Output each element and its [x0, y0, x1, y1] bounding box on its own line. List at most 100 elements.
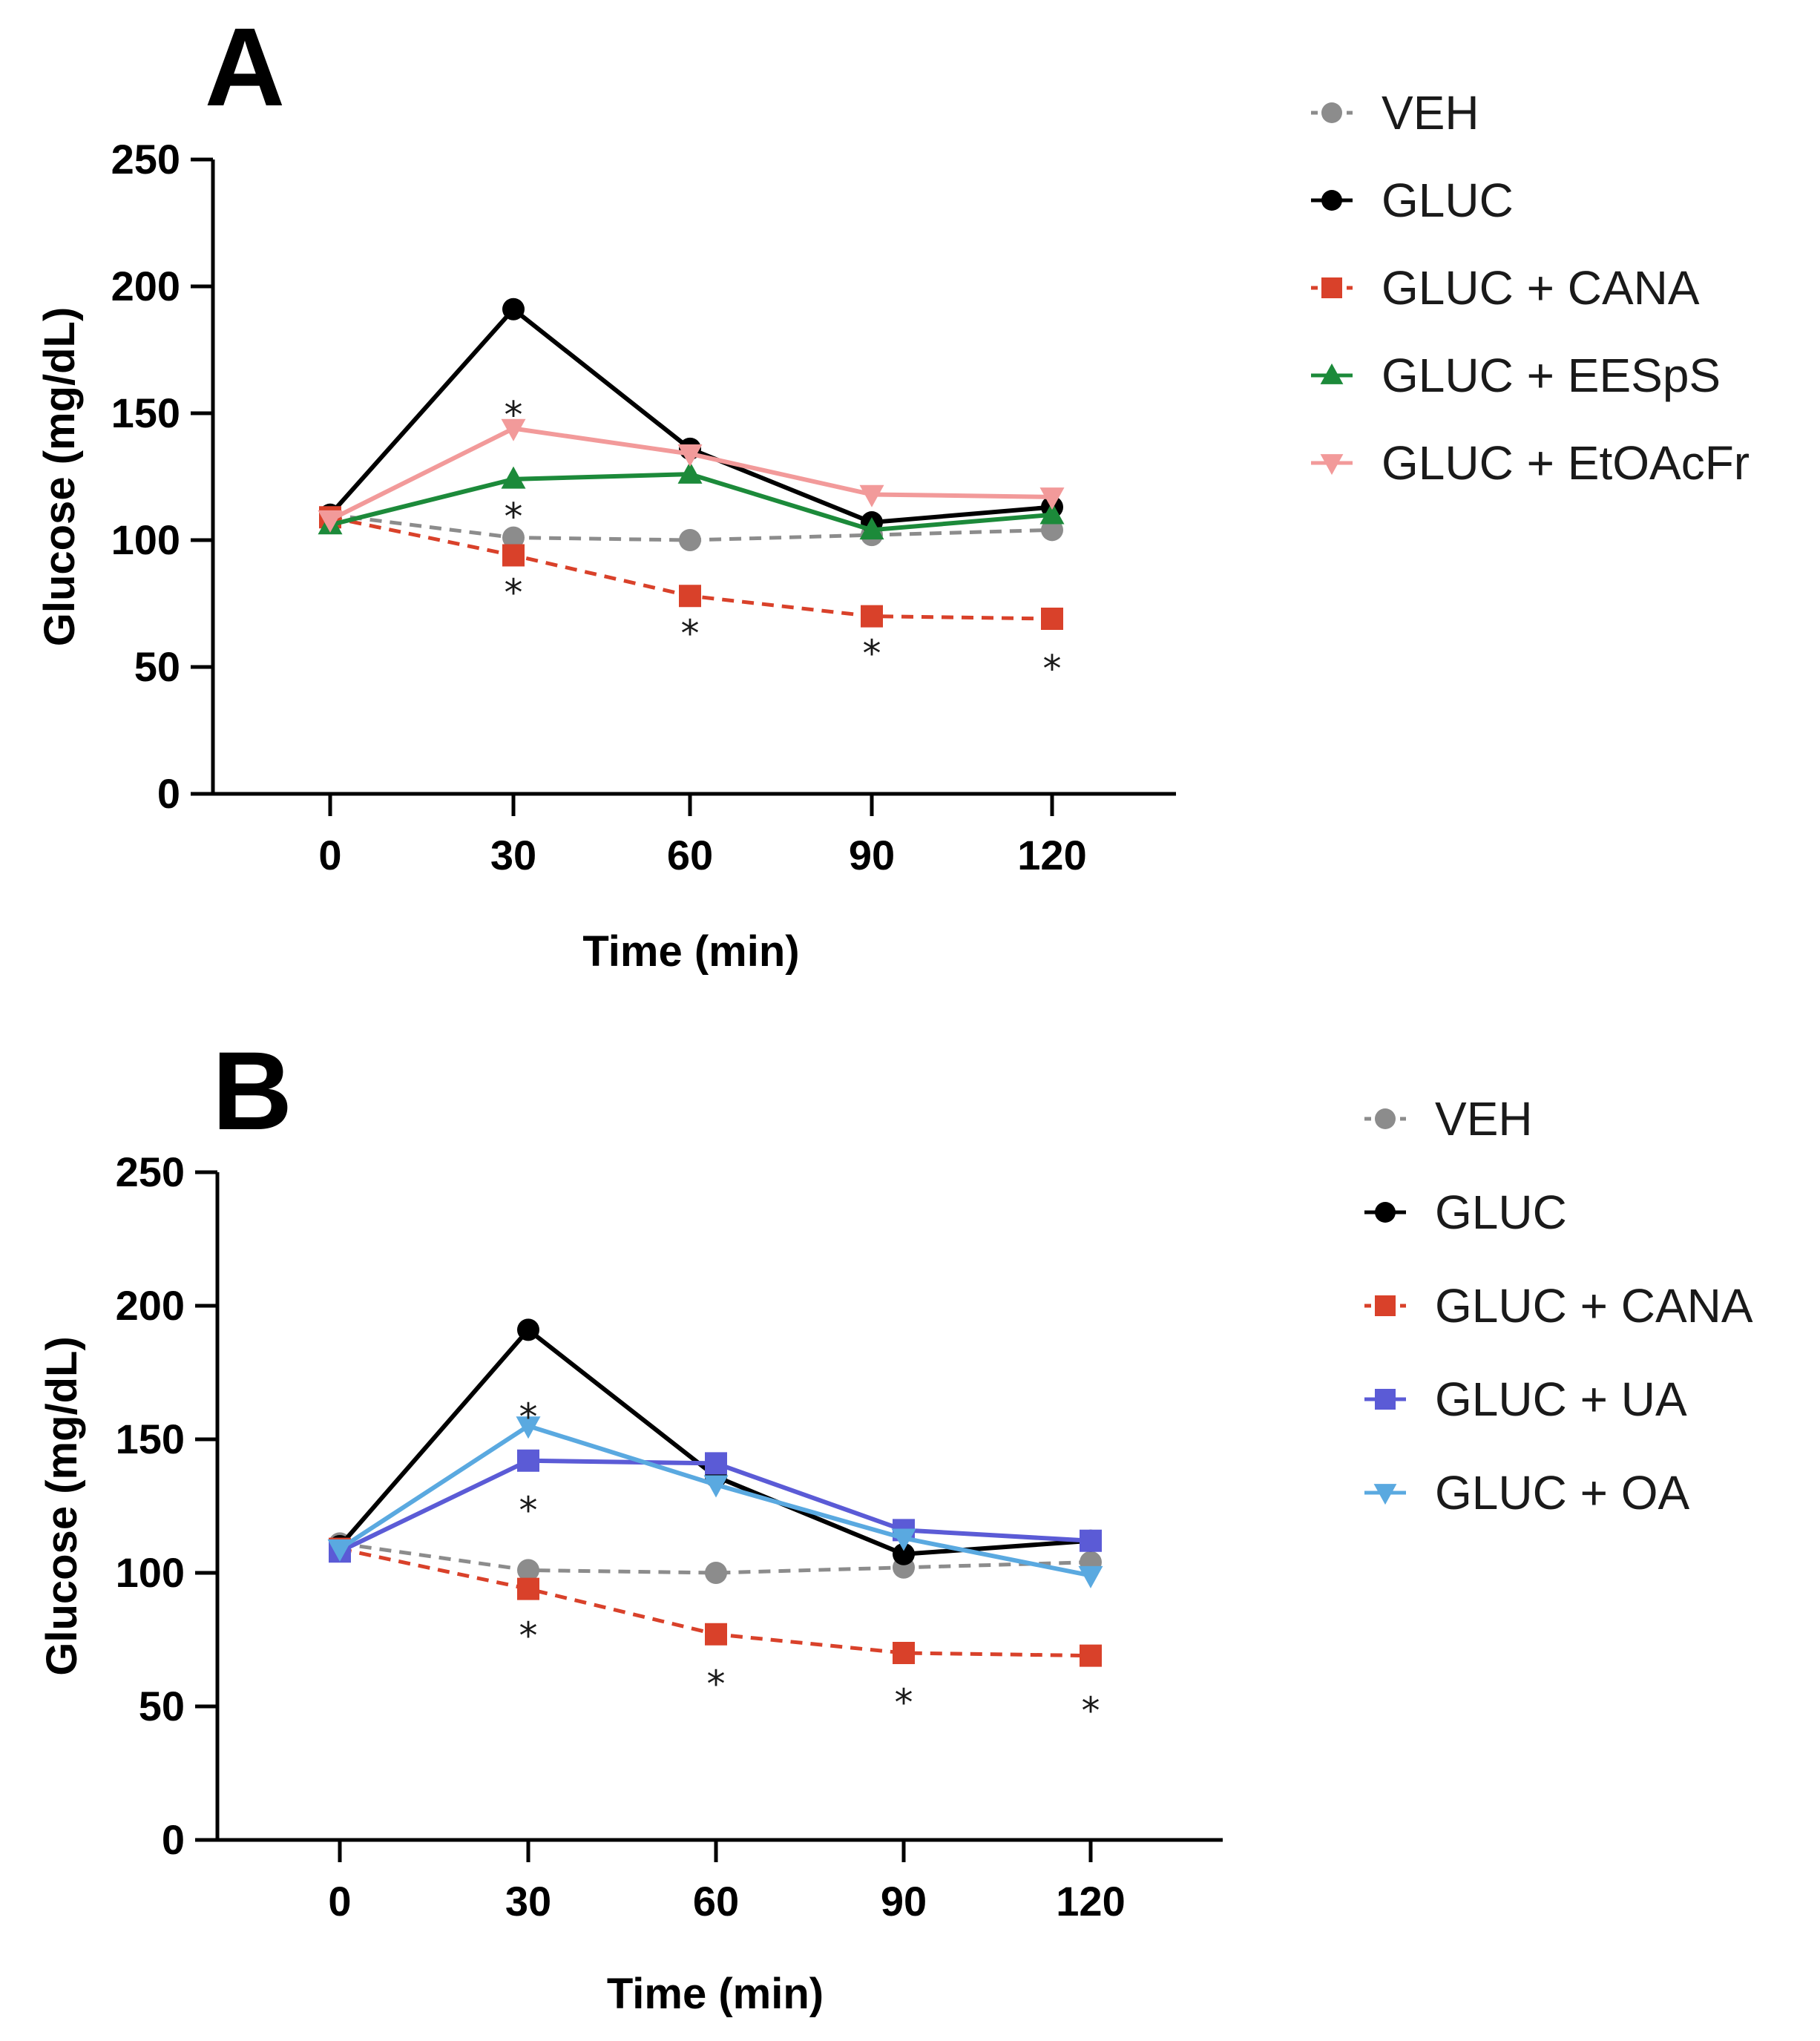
significance-asterisk: *	[505, 394, 523, 437]
x-axis-title: Time (min)	[582, 927, 799, 976]
data-point	[502, 526, 525, 549]
legend-label: GLUC + EESpS	[1382, 349, 1721, 402]
significance-asterisk: *	[707, 1663, 726, 1706]
data-point	[516, 1416, 541, 1439]
data-point	[859, 517, 884, 540]
legend-label: VEH	[1435, 1092, 1533, 1146]
data-point	[502, 298, 525, 321]
x-tick-label: 90	[881, 1878, 927, 1925]
legend-item: GLUC + CANA	[1311, 261, 1700, 315]
data-point	[893, 1542, 915, 1565]
x-tick-label: 30	[490, 832, 536, 878]
legend-item: VEH	[1364, 1092, 1533, 1146]
data-point	[1078, 1565, 1103, 1588]
data-point	[677, 461, 703, 484]
series-gluc-oa	[327, 1416, 1103, 1588]
panel-letter: A	[205, 4, 285, 129]
panel-letter: B	[212, 1028, 292, 1153]
series-gluc-etoacfr	[318, 418, 1065, 533]
x-tick-label: 0	[318, 832, 341, 878]
data-point	[1041, 519, 1063, 542]
legend-item: GLUC + CANA	[1364, 1279, 1753, 1332]
series-line	[338, 1424, 1091, 1578]
legend-label: GLUC + EtOAcFr	[1382, 436, 1750, 490]
x-tick-label: 120	[1056, 1878, 1125, 1925]
data-point	[517, 1318, 539, 1341]
legend-marker	[1373, 1484, 1397, 1505]
significance-asterisk: *	[895, 1681, 913, 1724]
data-point	[327, 1539, 352, 1562]
y-tick-label: 250	[111, 136, 180, 183]
significance-asterisk: *	[1043, 648, 1062, 691]
y-tick-label: 150	[111, 390, 180, 436]
data-point	[1080, 1529, 1102, 1552]
legend-item: GLUC + UA	[1364, 1373, 1687, 1426]
data-point	[705, 1562, 727, 1584]
series-line	[328, 306, 1053, 525]
legend: VEH GLUC GLUC + CANA GLUC + UA GLUC + OA	[1364, 1092, 1753, 1519]
legend-label: GLUC	[1382, 174, 1514, 227]
significance-asterisk: *	[519, 1614, 538, 1657]
y-tick-label: 50	[139, 1683, 185, 1729]
data-point	[859, 484, 884, 507]
legend-label: GLUC	[1435, 1186, 1567, 1239]
data-point	[517, 1559, 539, 1582]
y-axis-title: Glucose (mg/dL)	[38, 1336, 86, 1676]
legend-item: GLUC + EESpS	[1311, 349, 1721, 402]
significance-asterisk: *	[519, 1489, 538, 1532]
data-point	[318, 510, 343, 533]
x-tick-label: 120	[1017, 832, 1086, 878]
significance-asterisk: *	[519, 1396, 538, 1439]
x-tick-label: 90	[849, 832, 895, 878]
series-veh	[329, 1532, 1102, 1584]
x-tick-label: 30	[505, 1878, 551, 1925]
data-point	[705, 1452, 727, 1475]
legend-label: GLUC + CANA	[1382, 261, 1700, 315]
data-point	[679, 529, 701, 551]
x-tick-label: 60	[667, 832, 713, 878]
legend-marker	[1375, 1202, 1396, 1223]
legend-item: GLUC + OA	[1364, 1466, 1690, 1519]
y-tick-label: 200	[116, 1282, 185, 1329]
data-point	[1041, 608, 1063, 631]
legend-item: GLUC + EtOAcFr	[1311, 436, 1750, 490]
data-point	[679, 585, 701, 608]
y-tick-label: 0	[157, 770, 180, 817]
data-point	[705, 1623, 727, 1646]
data-point	[517, 1577, 539, 1600]
x-axis-title: Time (min)	[607, 1970, 824, 2018]
legend-label: GLUC + UA	[1435, 1373, 1687, 1426]
data-point	[891, 1528, 916, 1551]
data-point	[517, 1449, 539, 1472]
x-tick-label: 0	[328, 1878, 351, 1925]
x-tick-label: 60	[693, 1878, 739, 1925]
legend-marker	[1320, 454, 1344, 476]
legend-item: GLUC	[1364, 1186, 1567, 1239]
y-tick-label: 0	[162, 1816, 185, 1863]
y-axis-title: Glucose (mg/dL)	[36, 307, 84, 647]
significance-asterisk: *	[863, 632, 881, 675]
legend: VEH GLUC GLUC + CANA GLUC + EESpS GLUC + EtO…	[1311, 86, 1750, 490]
series-gluc-eesps	[318, 461, 1065, 540]
data-point	[1039, 502, 1065, 525]
y-tick-label: 100	[116, 1549, 185, 1596]
legend-marker	[1321, 277, 1342, 298]
series-veh	[319, 503, 1063, 551]
y-tick-label: 250	[116, 1148, 185, 1195]
y-tick-label: 100	[111, 516, 180, 563]
legend-marker	[1321, 102, 1342, 123]
significance-asterisk: *	[681, 612, 700, 655]
series-gluc	[329, 1318, 1102, 1565]
data-point	[502, 544, 525, 567]
legend-marker	[1375, 1389, 1396, 1410]
y-tick-label: 50	[134, 643, 180, 690]
data-point	[703, 1475, 729, 1498]
legend-label: VEH	[1382, 86, 1479, 139]
data-point	[1039, 487, 1065, 510]
legend-label: GLUC + OA	[1435, 1466, 1690, 1519]
data-point	[1080, 1644, 1102, 1667]
series-line	[338, 1327, 1091, 1557]
series-gluc-ua	[329, 1449, 1102, 1563]
data-point	[677, 444, 703, 467]
